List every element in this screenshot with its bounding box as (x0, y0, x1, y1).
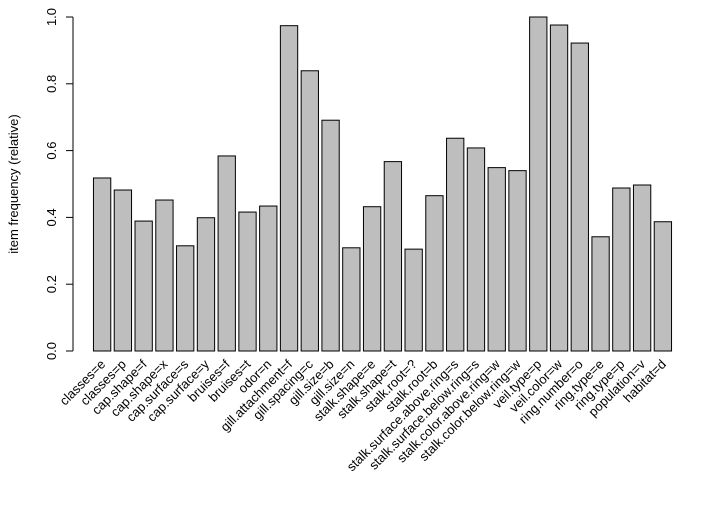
bar-20 (508, 170, 527, 352)
bar-21 (529, 16, 548, 352)
bar-27 (653, 221, 673, 352)
bar-1 (113, 189, 133, 352)
bar-13 (362, 206, 382, 352)
bar-11 (321, 119, 340, 352)
bar-9 (279, 25, 299, 352)
bars-group (92, 16, 673, 352)
y-axis: 0.0 0.2 0.4 0.6 0.8 1.0 (44, 8, 74, 360)
bar-22 (549, 24, 569, 352)
bar-3 (155, 199, 174, 352)
bar-16 (425, 195, 444, 352)
y-tick-label-0: 0.0 (44, 342, 59, 360)
bar-12 (342, 247, 361, 352)
x-tick-labels: classes=eclasses=pcap.shape=fcap.shape=x… (57, 356, 670, 474)
bar-17 (446, 137, 465, 352)
y-axis-title: item frequency (relative) (6, 114, 21, 253)
y-tick-label-2: 0.4 (44, 208, 59, 226)
bar-6 (217, 155, 236, 352)
bar-2 (134, 220, 153, 352)
y-tick-label-3: 0.6 (44, 142, 59, 160)
y-tick-label-5: 1.0 (44, 8, 59, 26)
bar-23 (570, 42, 589, 352)
bar-24 (591, 236, 610, 352)
y-tick-label-4: 0.8 (44, 75, 59, 93)
bar-10 (300, 70, 319, 352)
bar-4 (176, 245, 195, 352)
bar-18 (466, 147, 486, 352)
bar-5 (196, 217, 216, 352)
bar-15 (404, 248, 423, 352)
bar-0 (92, 177, 112, 352)
y-tick-label-1: 0.2 (44, 275, 59, 293)
bar-8 (259, 205, 278, 352)
bar-7 (238, 211, 257, 352)
bar-26 (632, 184, 652, 352)
bar-25 (612, 187, 631, 352)
bar-19 (487, 167, 506, 352)
bar-14 (383, 161, 403, 352)
